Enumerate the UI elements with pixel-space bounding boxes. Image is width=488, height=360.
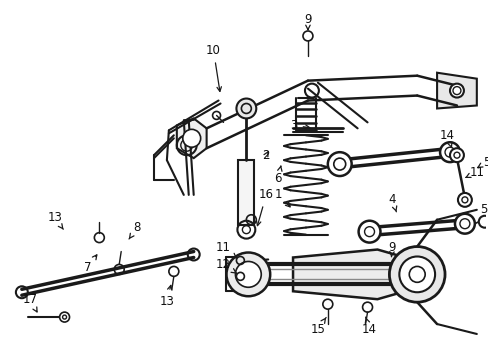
Text: 11: 11	[465, 166, 483, 179]
Text: 2: 2	[262, 149, 269, 162]
Circle shape	[478, 216, 488, 228]
Polygon shape	[436, 73, 476, 108]
Circle shape	[449, 84, 463, 98]
Text: 4: 4	[388, 193, 396, 212]
Circle shape	[358, 221, 380, 243]
Polygon shape	[177, 118, 206, 158]
Circle shape	[183, 129, 200, 147]
Text: 5: 5	[477, 156, 488, 168]
Circle shape	[457, 193, 471, 207]
Text: 3: 3	[290, 119, 309, 132]
Text: 8: 8	[129, 221, 141, 239]
Circle shape	[235, 261, 261, 287]
Circle shape	[449, 148, 463, 162]
Circle shape	[60, 312, 69, 322]
Text: 10: 10	[206, 44, 221, 91]
Text: 9: 9	[388, 241, 395, 257]
Circle shape	[454, 214, 474, 234]
FancyBboxPatch shape	[238, 160, 254, 225]
Text: 17: 17	[22, 293, 37, 312]
Text: 1: 1	[274, 188, 289, 207]
Text: 13: 13	[47, 211, 63, 229]
Polygon shape	[292, 249, 411, 299]
Text: 12: 12	[216, 258, 236, 273]
Circle shape	[399, 256, 434, 292]
Circle shape	[439, 142, 459, 162]
Circle shape	[226, 252, 270, 296]
Circle shape	[236, 99, 256, 118]
Text: 15: 15	[310, 318, 325, 336]
Text: 6: 6	[274, 166, 282, 185]
Circle shape	[327, 152, 351, 176]
Text: 14: 14	[439, 129, 453, 147]
Circle shape	[388, 247, 444, 302]
Text: 5: 5	[479, 203, 487, 216]
Text: 9: 9	[304, 13, 311, 30]
Text: 11: 11	[216, 241, 236, 258]
Text: 16: 16	[256, 188, 273, 226]
Text: 13: 13	[159, 285, 174, 308]
Text: 14: 14	[361, 317, 376, 336]
Text: 3: 3	[0, 359, 1, 360]
Text: 7: 7	[83, 255, 97, 274]
